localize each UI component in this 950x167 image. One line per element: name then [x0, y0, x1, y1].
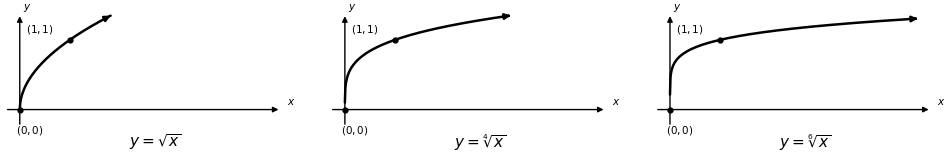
Text: $(0,0)$: $(0,0)$	[16, 124, 44, 136]
Text: $(1,1)$: $(1,1)$	[351, 23, 378, 36]
Text: $(1,1)$: $(1,1)$	[676, 23, 704, 36]
Text: $(0,0)$: $(0,0)$	[666, 124, 694, 136]
Text: $x$: $x$	[287, 98, 295, 108]
Text: $x$: $x$	[937, 98, 945, 108]
Text: $y = \sqrt[6]{x}$: $y = \sqrt[6]{x}$	[779, 133, 831, 153]
Text: $(0,0)$: $(0,0)$	[341, 124, 369, 136]
Text: $y = \sqrt[4]{x}$: $y = \sqrt[4]{x}$	[454, 133, 506, 153]
Text: $y = \sqrt{x}$: $y = \sqrt{x}$	[129, 133, 181, 152]
Text: $(1,1)$: $(1,1)$	[26, 23, 53, 36]
Text: $y$: $y$	[349, 2, 357, 14]
Text: $y$: $y$	[23, 2, 31, 14]
Text: $x$: $x$	[612, 98, 620, 108]
Text: $y$: $y$	[674, 2, 682, 14]
